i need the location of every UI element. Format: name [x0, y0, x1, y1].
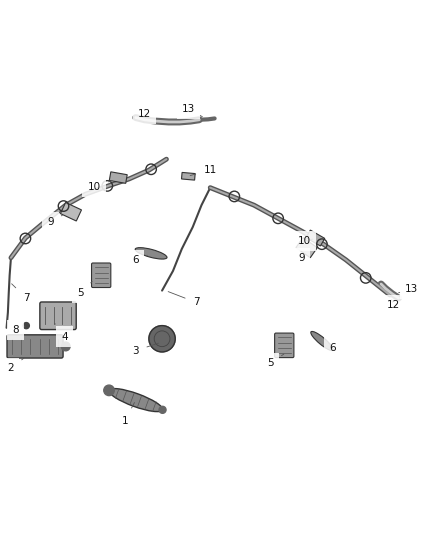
Polygon shape	[110, 172, 127, 183]
Text: 12: 12	[138, 109, 151, 119]
Text: 7: 7	[12, 284, 30, 303]
Text: 9: 9	[298, 253, 305, 263]
Text: 10: 10	[88, 181, 112, 192]
Text: 5: 5	[77, 281, 92, 298]
FancyBboxPatch shape	[40, 302, 76, 329]
Circle shape	[104, 385, 114, 395]
Circle shape	[61, 342, 70, 351]
Text: 2: 2	[7, 358, 24, 373]
Text: 12: 12	[387, 300, 400, 310]
Circle shape	[23, 322, 29, 329]
Ellipse shape	[311, 332, 333, 351]
Text: 7: 7	[168, 292, 200, 308]
Polygon shape	[60, 203, 81, 221]
Text: 10: 10	[298, 236, 313, 246]
FancyBboxPatch shape	[92, 263, 111, 287]
FancyBboxPatch shape	[7, 335, 63, 358]
Text: 6: 6	[328, 343, 336, 352]
Text: 11: 11	[190, 165, 217, 175]
Text: 6: 6	[132, 255, 147, 265]
Polygon shape	[296, 238, 317, 258]
Text: 13: 13	[182, 104, 202, 117]
Text: 5: 5	[267, 354, 284, 368]
Circle shape	[159, 406, 166, 413]
Text: 8: 8	[12, 325, 25, 335]
Ellipse shape	[109, 389, 162, 411]
FancyBboxPatch shape	[275, 333, 294, 358]
Polygon shape	[181, 173, 195, 180]
Text: 13: 13	[399, 284, 418, 294]
Circle shape	[149, 326, 175, 352]
Polygon shape	[306, 230, 325, 246]
Text: 9: 9	[47, 215, 62, 227]
Text: 1: 1	[121, 402, 134, 426]
Text: 4: 4	[55, 324, 68, 342]
Text: 3: 3	[132, 343, 159, 356]
Ellipse shape	[135, 248, 167, 259]
